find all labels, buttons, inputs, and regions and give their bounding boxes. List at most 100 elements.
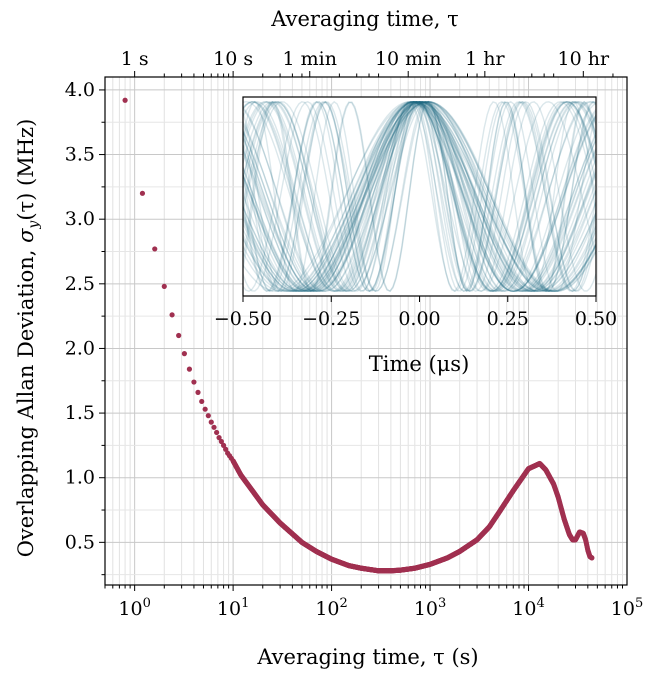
inset-trace bbox=[243, 101, 596, 293]
inset-trace bbox=[243, 100, 596, 292]
top-tick-label: 1 s bbox=[121, 48, 149, 70]
inset-x-tick-label: −0.25 bbox=[302, 308, 360, 330]
inset-trace bbox=[243, 101, 596, 292]
data-point bbox=[589, 555, 595, 561]
data-point bbox=[169, 312, 175, 318]
inset-trace bbox=[243, 101, 596, 293]
inset-trace bbox=[243, 100, 596, 293]
data-point bbox=[211, 424, 217, 430]
inset-trace bbox=[243, 100, 596, 293]
top-tick-label: 1 hr bbox=[465, 48, 505, 70]
data-point bbox=[195, 389, 201, 395]
inset-trace bbox=[243, 101, 596, 293]
main-y-tick-labels: 0.5 1.0 1.5 2.0 2.5 3.0 3.5 4.0 bbox=[65, 79, 95, 553]
inset-trace bbox=[243, 101, 596, 293]
x-tick-label: 105 bbox=[611, 596, 643, 620]
inset-trace bbox=[243, 101, 596, 293]
top-tick-label: 1 min bbox=[283, 48, 337, 70]
y-tick-label: 1.5 bbox=[65, 402, 95, 424]
inset-trace bbox=[243, 100, 596, 292]
x-tick-label: 103 bbox=[414, 596, 446, 620]
top-axis-tick-labels: 1 s 10 s 1 min 10 min 1 hr 10 hr bbox=[121, 48, 610, 70]
inset-trace bbox=[243, 101, 596, 293]
inset-x-tick-label: 0.25 bbox=[487, 308, 529, 330]
x-tick-label: 104 bbox=[512, 596, 544, 620]
inset-trace bbox=[243, 101, 596, 292]
inset-ticks bbox=[242, 296, 597, 302]
inset-x-tick-label: −0.50 bbox=[214, 308, 272, 330]
x-tick-label: 101 bbox=[217, 596, 249, 620]
inset-trace bbox=[243, 101, 596, 293]
inset-trace bbox=[243, 101, 596, 293]
data-point bbox=[191, 379, 197, 385]
y-tick-label: 1.0 bbox=[65, 467, 95, 489]
inset-trace bbox=[243, 100, 596, 292]
inset-background bbox=[243, 97, 596, 296]
y-tick-label: 3.5 bbox=[65, 144, 95, 166]
y-tick-label: 3.0 bbox=[65, 208, 95, 230]
inset-trace bbox=[243, 100, 596, 292]
inset-trace bbox=[243, 101, 596, 293]
inset-trace bbox=[243, 101, 596, 292]
inset-trace bbox=[243, 100, 596, 292]
data-point bbox=[122, 97, 128, 103]
inset-trace bbox=[243, 100, 596, 293]
data-point bbox=[205, 413, 211, 419]
inset-trace bbox=[243, 101, 596, 293]
inset-x-axis-label: Time (μs) bbox=[369, 352, 470, 376]
data-point bbox=[202, 406, 208, 412]
inset-trace bbox=[243, 100, 596, 292]
data-point bbox=[214, 429, 220, 436]
inset-trace bbox=[243, 100, 596, 293]
data-point bbox=[186, 366, 193, 372]
inset-trace bbox=[243, 101, 596, 293]
inset-trace bbox=[243, 100, 596, 293]
data-point bbox=[139, 190, 146, 196]
inset-trace bbox=[243, 100, 596, 292]
inset-trace bbox=[243, 100, 596, 293]
inset-trace bbox=[243, 100, 596, 293]
top-tick-label: 10 hr bbox=[558, 48, 610, 70]
y-axis-label: Overlapping Allan Deviation, σy(τ) (MHz) bbox=[14, 119, 42, 558]
inset-trace bbox=[243, 100, 596, 292]
inset-trace bbox=[243, 100, 596, 292]
y-tick-label: 0.5 bbox=[65, 531, 95, 553]
inset-trace bbox=[243, 101, 596, 293]
inset-trace bbox=[243, 100, 596, 293]
inset-x-tick-label: 0.00 bbox=[398, 308, 440, 330]
inset-trace bbox=[243, 100, 596, 292]
inset-trace bbox=[243, 100, 596, 293]
inset-trace bbox=[243, 101, 596, 293]
inset-trace bbox=[243, 100, 596, 293]
inset-trace bbox=[243, 100, 596, 293]
inset-trace bbox=[243, 100, 596, 292]
inset-trace bbox=[243, 100, 596, 293]
inset-trace bbox=[243, 100, 596, 293]
inset-trace bbox=[243, 101, 596, 292]
inset-trace bbox=[243, 100, 596, 292]
inset-x-tick-labels: −0.50 −0.25 0.00 0.25 0.50 bbox=[214, 308, 617, 330]
inset-x-tick-label: 0.50 bbox=[575, 308, 617, 330]
data-point bbox=[152, 246, 158, 252]
y-tick-label: 2.0 bbox=[65, 337, 95, 359]
data-point bbox=[220, 442, 227, 448]
top-axis-label: Averaging time, τ bbox=[270, 7, 458, 31]
inset-trace bbox=[243, 100, 596, 293]
data-point bbox=[176, 332, 182, 339]
inset-trace bbox=[243, 101, 596, 293]
x-tick-label: 100 bbox=[118, 596, 150, 620]
main-plot-frame bbox=[104, 76, 628, 586]
main-ticks bbox=[99, 71, 623, 591]
inset-trace bbox=[243, 101, 596, 293]
inset-trace bbox=[243, 101, 596, 293]
inset-trace bbox=[243, 100, 596, 292]
inset-trace bbox=[243, 101, 596, 293]
inset-traces bbox=[243, 100, 596, 293]
main-data-points bbox=[122, 97, 595, 574]
data-point bbox=[161, 283, 167, 290]
inset-trace bbox=[243, 100, 596, 293]
top-tick-label: 10 min bbox=[375, 48, 442, 70]
y-tick-label: 2.5 bbox=[65, 273, 95, 295]
inset-trace bbox=[243, 101, 596, 293]
inset-trace bbox=[243, 100, 596, 293]
